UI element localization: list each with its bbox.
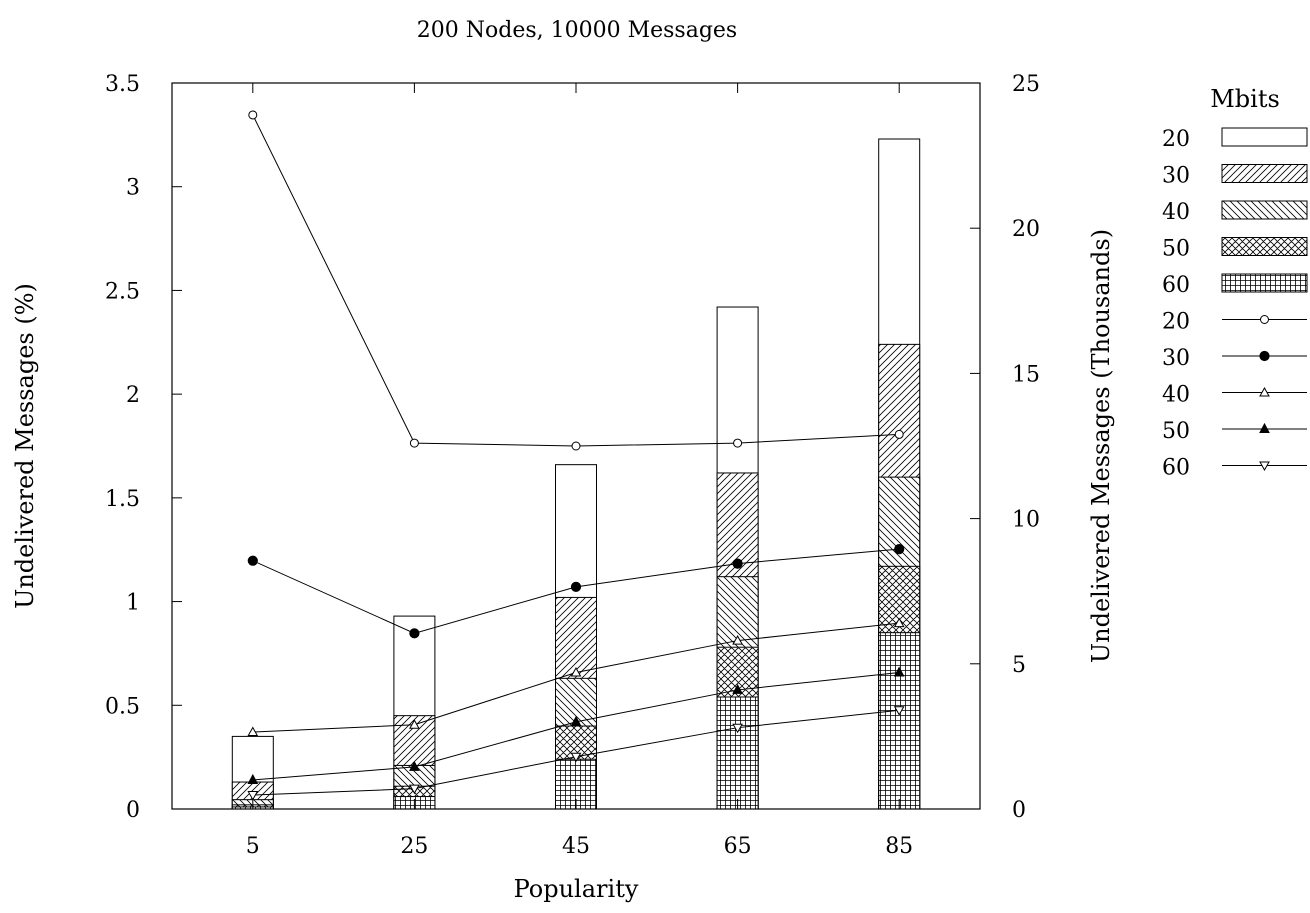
y-tick-label: 1 bbox=[126, 591, 140, 616]
legend-swatch-20 bbox=[1221, 127, 1308, 147]
legend-marker-40 bbox=[1259, 386, 1270, 397]
y-tick-label: 3 bbox=[126, 176, 140, 201]
bar-60-85 bbox=[878, 632, 921, 810]
legend-label-line-20: 20 bbox=[1162, 310, 1190, 335]
y2-tick-label: 15 bbox=[1012, 362, 1040, 387]
legend-label-line-30: 30 bbox=[1162, 346, 1190, 371]
legend-label-bar-30: 30 bbox=[1162, 164, 1190, 189]
legend-label-bar-40: 40 bbox=[1162, 200, 1190, 225]
legend-swatch-40 bbox=[1221, 200, 1308, 220]
legend-swatch-30 bbox=[1221, 164, 1308, 183]
point-50-5 bbox=[247, 773, 259, 784]
point-20-25 bbox=[409, 438, 419, 448]
y2-tick-label: 10 bbox=[1012, 508, 1040, 533]
point-60-25 bbox=[409, 784, 420, 795]
legend-label-bar-20: 20 bbox=[1162, 127, 1190, 152]
bars bbox=[231, 138, 921, 810]
y-tick-label: 2.5 bbox=[105, 279, 140, 304]
legend-marker-20 bbox=[1260, 315, 1269, 324]
legend-label-bar-60: 60 bbox=[1162, 273, 1190, 298]
y-axis-left: 0 0.5 1 1.5 2 2.5 3 3.5 bbox=[105, 72, 182, 823]
legend-swatch-50 bbox=[1221, 237, 1308, 256]
y2-tick-label: 5 bbox=[1012, 653, 1026, 678]
legend-label-line-40: 40 bbox=[1162, 383, 1190, 408]
point-50-65 bbox=[732, 683, 743, 694]
point-30-85 bbox=[894, 543, 905, 555]
y2-tick-label: 20 bbox=[1012, 217, 1040, 242]
y-tick-label: 0.5 bbox=[105, 694, 140, 719]
legend-label-line-50: 50 bbox=[1162, 419, 1190, 444]
legend-marker-50 bbox=[1259, 422, 1270, 433]
point-20-5 bbox=[248, 110, 258, 120]
chart-title: 200 Nodes, 10000 Messages bbox=[417, 18, 737, 43]
y-axis-label: Undelivered Messages (%) bbox=[11, 283, 39, 609]
point-60-85 bbox=[893, 706, 905, 716]
y2-tick-label: 25 bbox=[1012, 72, 1040, 97]
point-60-65 bbox=[732, 723, 743, 734]
point-60-45 bbox=[570, 752, 582, 763]
x-tick-label: 25 bbox=[400, 834, 428, 859]
x-tick-label: 65 bbox=[724, 834, 752, 859]
point-20-45 bbox=[571, 441, 581, 451]
legend-title: Mbits bbox=[1210, 85, 1280, 113]
point-30-25 bbox=[409, 628, 420, 639]
y-tick-label: 0 bbox=[126, 798, 140, 823]
point-40-25 bbox=[409, 719, 420, 729]
point-20-85 bbox=[894, 429, 904, 439]
x-tick-label: 85 bbox=[885, 834, 913, 859]
y-tick-label: 1.5 bbox=[105, 487, 140, 512]
point-40-45 bbox=[570, 666, 582, 677]
point-50-25 bbox=[409, 760, 420, 771]
y2-tick-label: 0 bbox=[1012, 798, 1026, 823]
bar-60-65 bbox=[716, 696, 759, 810]
point-30-45 bbox=[570, 581, 582, 592]
point-40-85 bbox=[893, 617, 905, 628]
lines bbox=[247, 110, 905, 801]
y-tick-label: 2 bbox=[126, 383, 140, 408]
line-20 bbox=[252, 114, 900, 447]
point-40-65 bbox=[732, 635, 743, 645]
point-20-65 bbox=[733, 438, 743, 448]
x-axis-label: Popularity bbox=[514, 875, 639, 903]
x-tick-label: 45 bbox=[562, 834, 590, 859]
point-60-5 bbox=[247, 791, 259, 801]
y2-axis-label: Undelivered Messages (Thousands) bbox=[1087, 229, 1115, 663]
legend-label-line-60: 60 bbox=[1162, 456, 1190, 481]
point-50-45 bbox=[570, 715, 582, 726]
legend-label-bar-50: 50 bbox=[1162, 237, 1190, 262]
y-tick-label: 3.5 bbox=[105, 72, 140, 97]
y-axis-right: 0 5 10 15 20 25 bbox=[970, 72, 1040, 823]
point-30-5 bbox=[247, 555, 258, 566]
point-30-65 bbox=[732, 558, 743, 569]
point-50-85 bbox=[893, 666, 905, 677]
legend-marker-30 bbox=[1259, 350, 1270, 362]
point-40-5 bbox=[247, 726, 259, 737]
legend-swatch-60 bbox=[1221, 273, 1308, 293]
x-axis: 5 25 45 65 85 bbox=[246, 83, 913, 859]
legend-marker-60 bbox=[1259, 461, 1270, 472]
legend: Mbits 20 30 40 50 60 20 30 40 50 60 bbox=[1162, 85, 1308, 481]
x-tick-label: 5 bbox=[246, 834, 260, 859]
